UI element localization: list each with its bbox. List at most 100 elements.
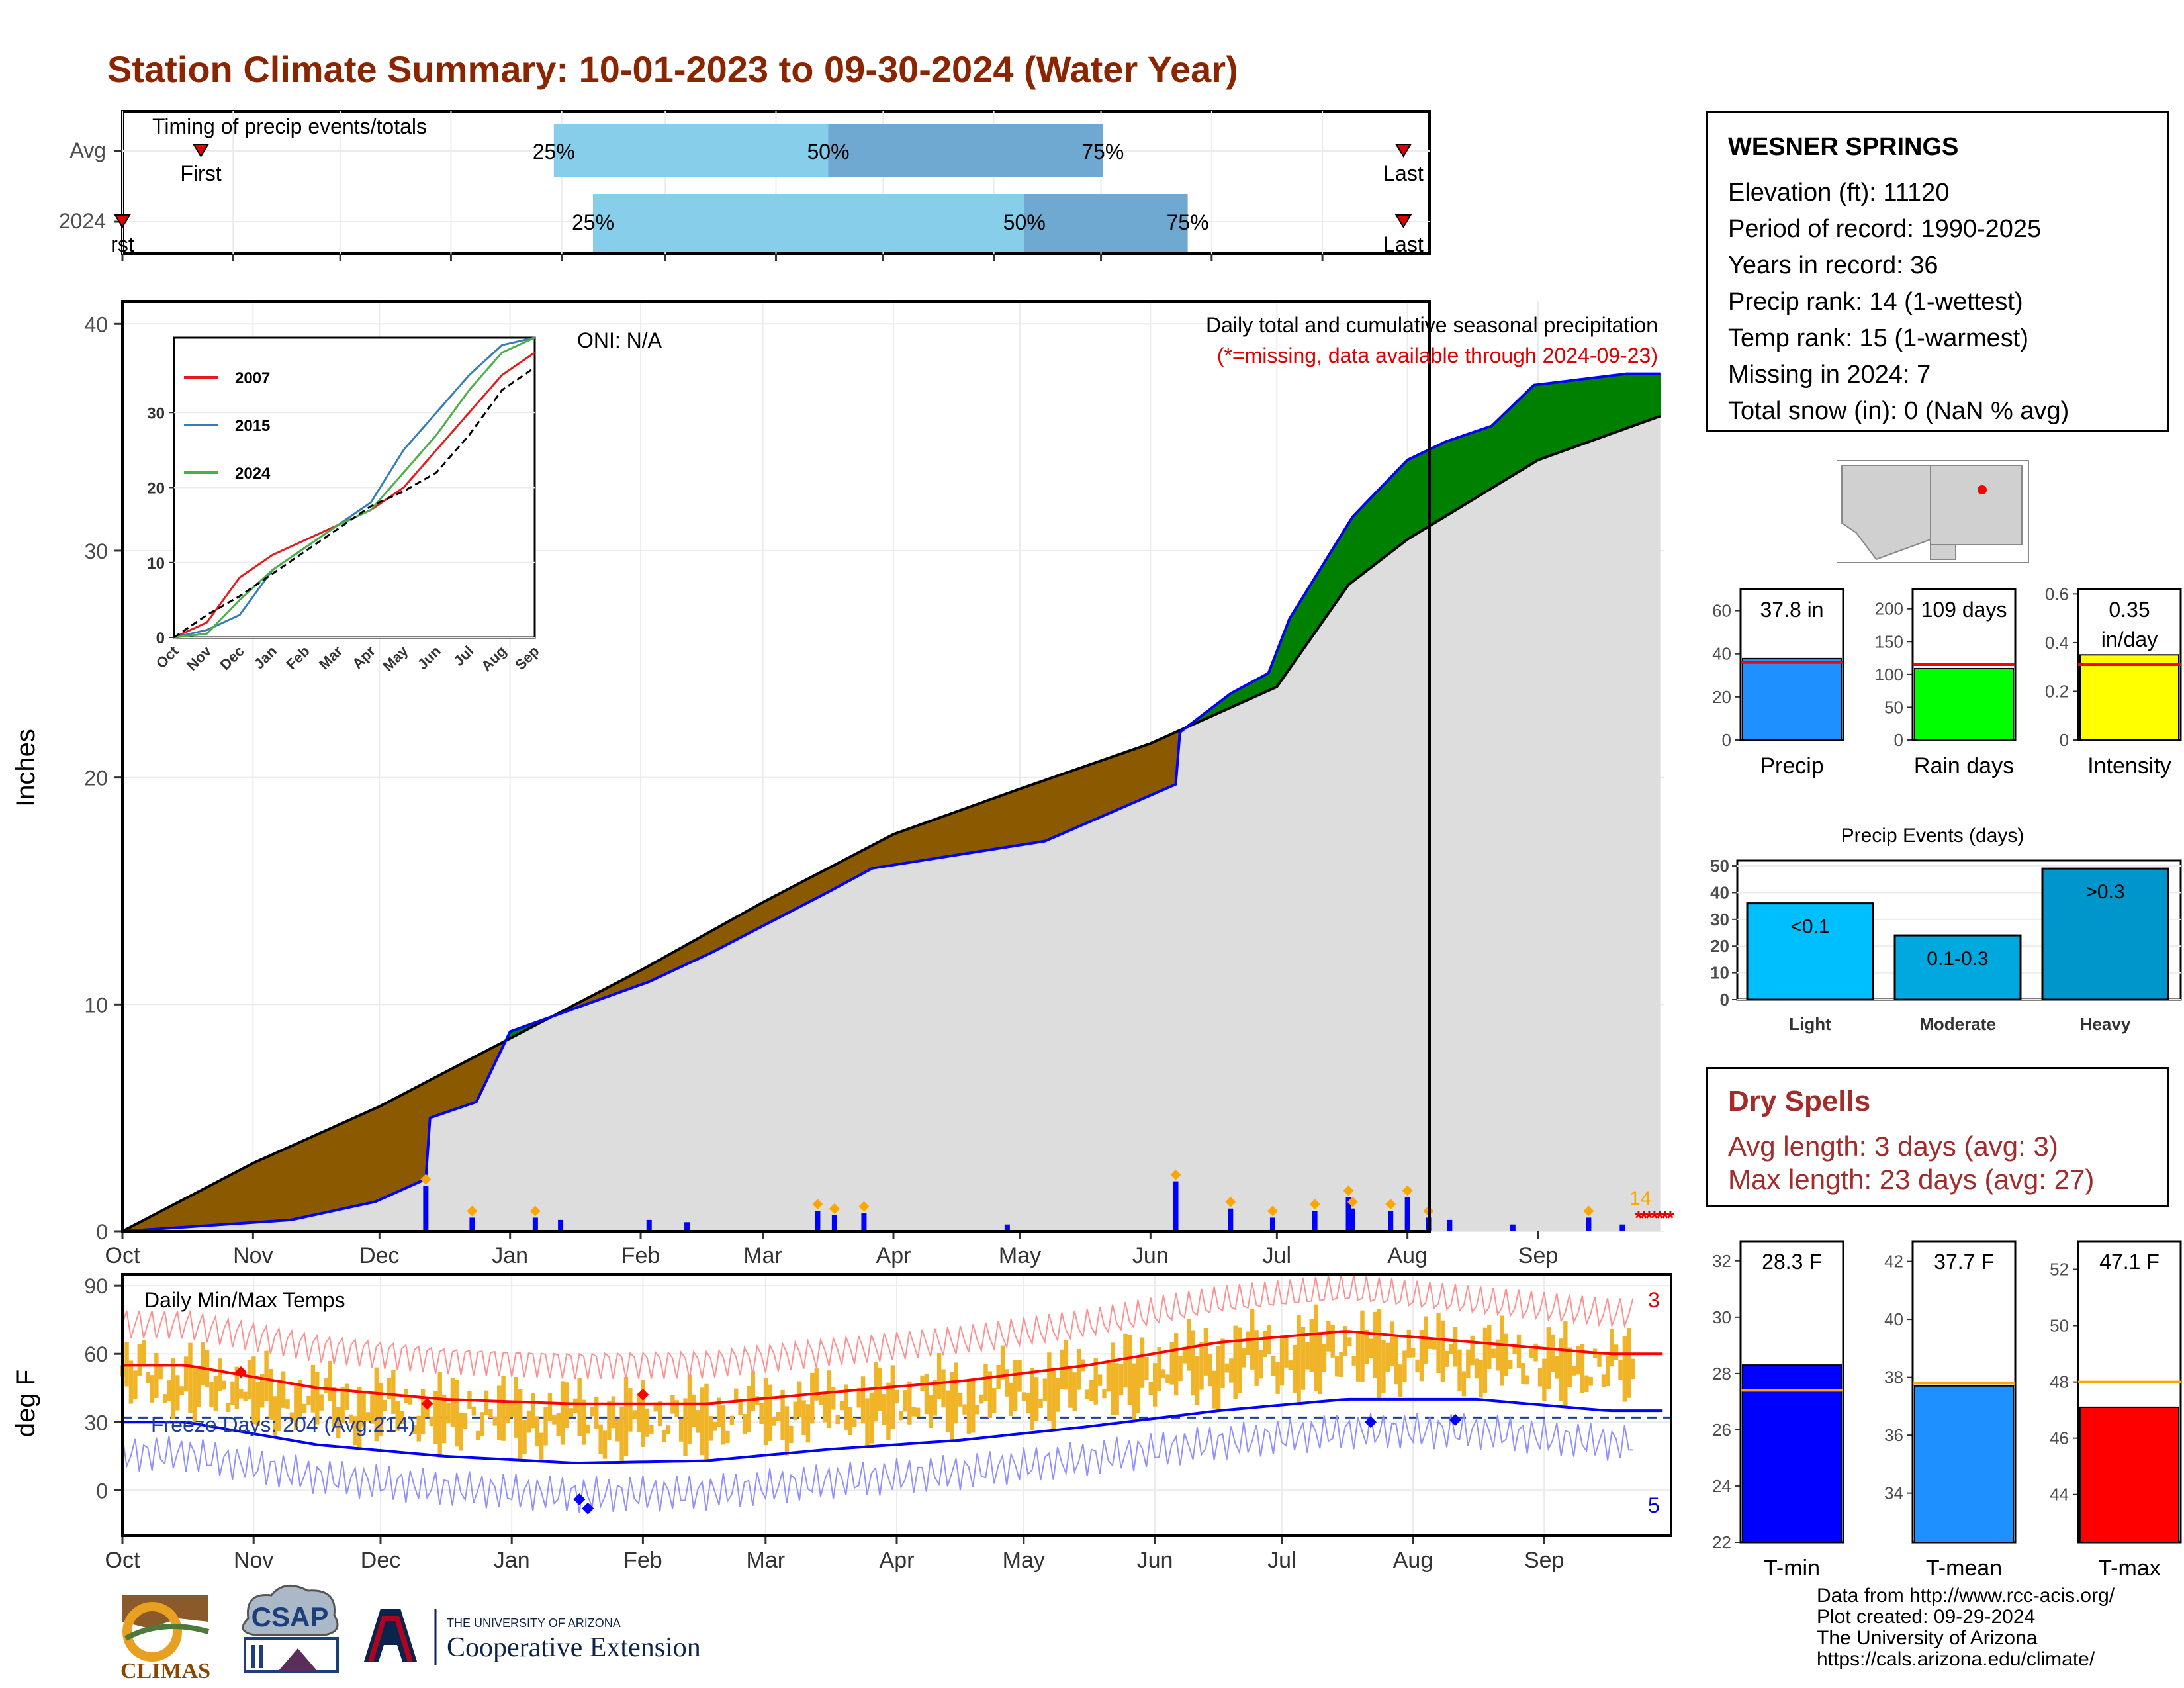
deficit-area [850, 853, 856, 880]
daily-temp-range-bar [801, 1400, 806, 1436]
y-tick-label: 50 [2050, 1316, 2069, 1336]
deficit-area [1146, 743, 1151, 798]
ua-small-text: THE UNIVERSITY OF ARIZONA [447, 1617, 621, 1630]
y-tick-label: 150 [1875, 632, 1903, 651]
station-missing: Missing in 2024: 7 [1728, 361, 1931, 389]
daily-temp-range-bar [344, 1383, 349, 1410]
daily-temp-range-bar [1394, 1336, 1398, 1385]
record-marker-icon [812, 1199, 823, 1210]
deficit-area [813, 873, 818, 901]
daily-temp-range-bar [941, 1369, 946, 1408]
timing-panel: 25% 50% 75% First Last 25% 50% 75% rst Last Timin… [59, 110, 1431, 261]
deficit-area [952, 811, 957, 857]
deficit-area [1116, 753, 1122, 811]
daily-temp-range-bar [1461, 1371, 1467, 1397]
daily-temp-range-bar [565, 1382, 569, 1429]
mini-bar-category-label: Rain days [1914, 753, 2014, 778]
mini-bar-group: 34 36 38 40 42 37.7 F T-mean [1884, 1240, 2017, 1581]
daily-temp-range-bar [141, 1340, 146, 1366]
record-high-marker-icon [235, 1366, 248, 1378]
deficit-area [989, 797, 995, 851]
daily-temp-range-bar [1606, 1356, 1610, 1386]
daily-temp-range-bar [1521, 1362, 1525, 1385]
deficit-area [345, 1119, 351, 1209]
surplus-area [1386, 476, 1391, 557]
y-tick-label: 0 [1722, 730, 1731, 750]
daily-temp-range-bar [1428, 1340, 1432, 1349]
daily-precip-bar [861, 1213, 867, 1231]
current-cumulative-line [122, 372, 1661, 1233]
daily-temp-range-bar [793, 1401, 797, 1421]
daily-temp-range-bar [289, 1412, 295, 1422]
daily-temp-range-bar [1187, 1318, 1191, 1371]
average-area [122, 416, 1661, 1232]
daily-temp-range-bar [1220, 1338, 1225, 1388]
precip-event-category-label: Light [1789, 1014, 1831, 1034]
y-tick-label: 60 [84, 1342, 108, 1366]
record-marker-icon [467, 1205, 478, 1217]
deficit-area [391, 1097, 397, 1195]
surplus-area [1390, 472, 1396, 553]
missing-marker: * [1645, 1207, 1653, 1229]
daily-temp-range-bar [1305, 1342, 1310, 1370]
daily-temp-range-bar [696, 1410, 700, 1433]
record-low-line [122, 1413, 1633, 1513]
deficit-area [455, 1064, 460, 1110]
deficit-area [750, 906, 755, 933]
daily-temp-range-bar [514, 1377, 518, 1438]
daily-temp-range-bar [780, 1389, 785, 1440]
deficit-area [821, 868, 827, 896]
daily-temp-range-bar [349, 1414, 353, 1424]
surplus-area [1588, 377, 1594, 443]
daily-temp-range-bar [1432, 1340, 1437, 1350]
deficit-area [1023, 785, 1029, 845]
precip-summary-bars: 0 20 40 60 37.8 in Precip 0 50 100 150 200 109 days… [1712, 584, 2182, 778]
daily-temp-range-bar [463, 1413, 468, 1430]
avg-max-line [122, 1330, 1663, 1405]
y-tick-label: 0.2 [2045, 681, 2069, 701]
daily-temp-range-bar [1271, 1356, 1276, 1376]
surplus-area [1541, 383, 1547, 459]
daily-temp-range-bar [674, 1400, 679, 1417]
precip-event-bar [1893, 934, 2022, 1001]
daily-temp-range-bar [784, 1406, 790, 1456]
daily-temp-range-bar [1102, 1389, 1107, 1399]
daily-temp-range-bar [1334, 1356, 1340, 1377]
daily-temp-range-bar [700, 1387, 705, 1456]
deficit-area [948, 812, 953, 857]
daily-temp-range-bar [192, 1367, 197, 1425]
record-marker-icon [1347, 1196, 1358, 1207]
daily-temp-range-bar [298, 1380, 302, 1417]
daily-temp-range-bar [975, 1405, 979, 1415]
deficit-area [1003, 792, 1008, 849]
daily-temp-range-bar [154, 1352, 159, 1398]
daily-temp-range-bar [416, 1415, 421, 1442]
daily-temp-range-bar [886, 1382, 891, 1440]
daily-temp-range-bar [1377, 1309, 1382, 1399]
surplus-area [1491, 421, 1496, 489]
surplus-area [1554, 381, 1560, 455]
y-tick-label: 200 [1875, 599, 1903, 619]
surplus-area [1415, 453, 1421, 535]
daily-temp-range-bar [383, 1399, 387, 1411]
deficit-area [1074, 768, 1079, 829]
daily-temp-range-bar [556, 1413, 561, 1436]
daily-temp-range-bar [1208, 1354, 1212, 1387]
y-tick-label: 0 [96, 1479, 108, 1503]
surplus-area [1335, 536, 1341, 604]
daily-temp-range-bar [1000, 1345, 1005, 1380]
locator-map [1837, 460, 2029, 563]
surplus-area [1381, 481, 1387, 560]
precip-event-bar-label: <0.1 [1790, 916, 1829, 938]
timing-first-marker-icon [192, 144, 210, 158]
daily-temp-range-bar [1017, 1360, 1022, 1392]
daily-precip-bar [469, 1217, 475, 1231]
x-month-label: Nov [233, 1243, 273, 1268]
deficit-area [265, 1154, 271, 1222]
daily-precip-bar [1388, 1211, 1394, 1231]
daily-temp-range-bar [1047, 1352, 1052, 1421]
daily-temp-range-bar [1267, 1325, 1272, 1354]
surplus-area [1559, 381, 1564, 453]
y-tick-label: 26 [1712, 1420, 1731, 1440]
